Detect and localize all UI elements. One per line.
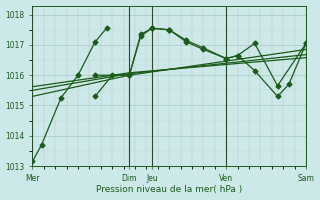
X-axis label: Pression niveau de la mer( hPa ): Pression niveau de la mer( hPa ) — [96, 185, 242, 194]
